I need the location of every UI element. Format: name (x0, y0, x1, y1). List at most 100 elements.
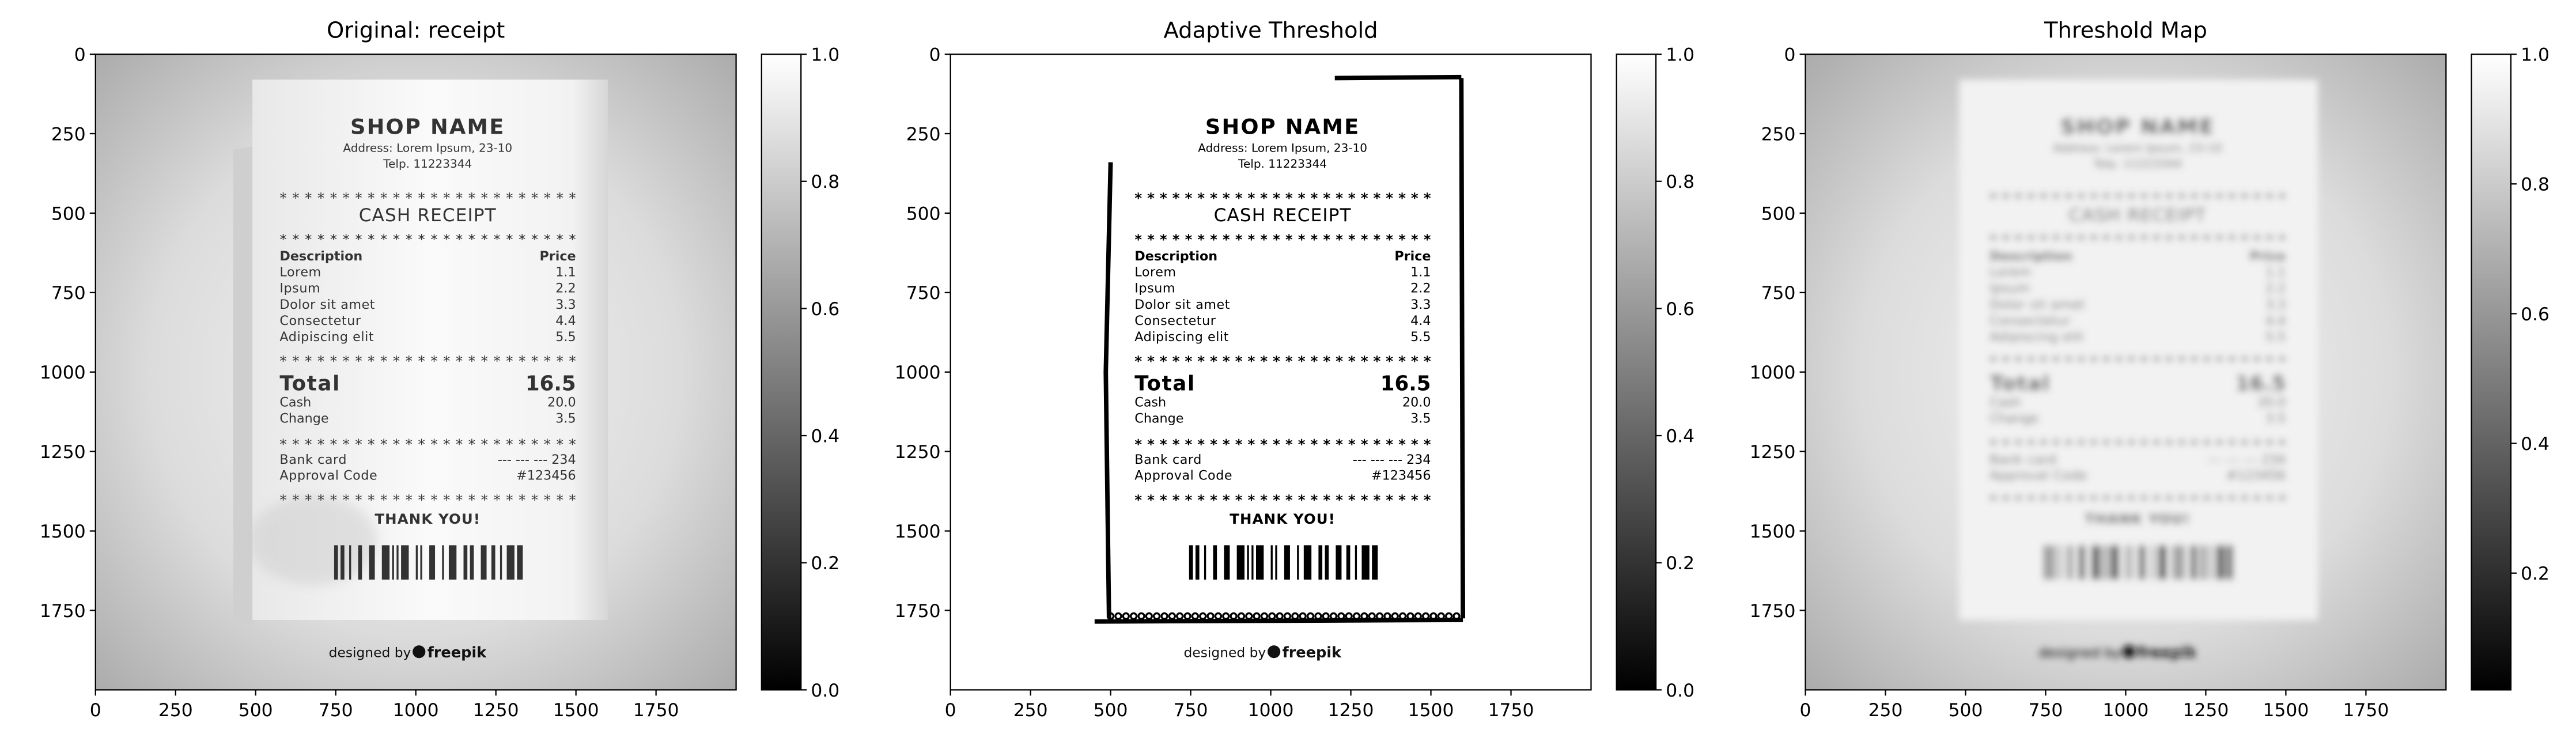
colorbar-tick-label: 0.8 (811, 172, 839, 192)
receipt-text: Description (279, 249, 362, 264)
receipt-text: 1.1 (2265, 265, 2286, 280)
receipt-text: THANK YOU! (2085, 510, 2191, 527)
x-tick-label: 1000 (2103, 700, 2149, 721)
barcode-bar (2059, 545, 2061, 580)
receipt-text: THANK YOU! (1230, 510, 1336, 527)
receipt-text: Total (1989, 372, 2051, 396)
image: SHOP NAME Address: Lorem Ipsum, 23-10 Telp… (1805, 54, 2446, 690)
receipt-text: Ipsum (279, 281, 320, 296)
barcode-bar (1361, 545, 1370, 580)
barcode-bar (1325, 545, 1329, 580)
blurred: SHOP NAME Address: Lorem Ipsum, 23-10 Telp… (1959, 80, 2318, 661)
paper-scallop (1383, 612, 1391, 621)
receipt-text: 4.4 (2265, 313, 2286, 328)
y-tick-label: 0 (74, 44, 86, 65)
image: SHOP NAME Address: Lorem Ipsum, 23-10 Telp… (950, 54, 1591, 690)
paper-scallop (1276, 612, 1284, 621)
barcode-bar (358, 545, 362, 580)
receipt-text: SHOP NAME (350, 115, 505, 139)
axes-title: Original: receipt (327, 18, 505, 44)
receipt-text: Lorem (1134, 265, 1176, 280)
barcode-bar (517, 545, 523, 580)
barcode-bar (381, 545, 390, 580)
receipt-text: Cash (279, 395, 311, 410)
colorbar-tick-label: 1.0 (1666, 44, 1694, 65)
barcode-bar (1297, 545, 1299, 580)
x-tick-label: 0 (1800, 700, 1811, 721)
y-tick-label: 1500 (40, 521, 86, 542)
y-tick-label: 250 (1761, 124, 1796, 145)
barcode-bar (334, 545, 338, 580)
barcode-bar (1195, 545, 1200, 580)
x-tick-label: 1750 (2343, 700, 2389, 721)
barcode-bar (401, 545, 409, 580)
paper-scallop (1222, 612, 1230, 621)
barcode-bar (2044, 545, 2048, 580)
y-tick-label: 1750 (40, 601, 86, 622)
paper-scallop (1214, 612, 1223, 621)
y-tick-label: 1000 (40, 362, 86, 383)
barcode-bar (500, 545, 502, 580)
paper-edge (1094, 74, 1466, 624)
axes-title: Threshold Map (2044, 18, 2207, 44)
receipt-text: Approval Code (1989, 468, 2087, 483)
receipt-text: freepik (1283, 644, 1342, 661)
paper-scallop (1314, 612, 1322, 621)
receipt-text: Adipiscing elit (279, 330, 374, 345)
receipt-text: SHOP NAME (2060, 115, 2215, 139)
colorbar (1616, 53, 1657, 691)
y-tick-label: 1250 (40, 442, 86, 463)
receipt-text: Dolor sit amet (1134, 297, 1230, 312)
barcode-bar (2079, 545, 2085, 580)
x-tick-label: 1250 (473, 700, 519, 721)
receipt-text: Description (1989, 249, 2072, 264)
colorbar-tick-label: 0.8 (2521, 175, 2549, 195)
receipt-text: --- --- --- 234 (498, 452, 576, 467)
colorbar (761, 53, 802, 691)
paper-scallop (1237, 612, 1246, 621)
brand-logo (2122, 645, 2136, 659)
paper-scallop (1230, 612, 1238, 621)
receipt-text: 1.1 (1410, 265, 1431, 280)
receipt-text: #123456 (1371, 468, 1431, 483)
barcode-bar (1372, 545, 1378, 580)
paper-scallop (1199, 612, 1207, 621)
paper-scallop (1291, 612, 1299, 621)
receipt-text: 3.3 (555, 297, 576, 312)
receipt-text: Adipiscing elit (1134, 330, 1229, 345)
colorbar-tick-label: 0.6 (2521, 304, 2549, 325)
barcode-bar (1284, 545, 1290, 580)
receipt-text: 3.3 (2265, 297, 2286, 312)
receipt-text: --- --- --- 234 (2208, 452, 2286, 467)
barcode-bar (1247, 545, 1249, 580)
receipt-text: Dolor sit amet (1989, 297, 2085, 312)
colorbar-tick-label: 0.2 (1666, 553, 1694, 574)
barcode-bar (2139, 545, 2145, 580)
receipt-text: Address: Lorem Ipsum, 23-10 (343, 141, 512, 154)
receipt-text: designed by (329, 645, 411, 660)
y-tick-label: 1750 (1750, 601, 1796, 622)
y-tick-label: 750 (51, 283, 86, 304)
paper-scallop (1345, 612, 1353, 621)
barcode-bar (2110, 545, 2119, 580)
receipt-text: CASH RECEIPT (2068, 205, 2206, 226)
paper-scallop (1245, 612, 1253, 621)
y-tick-label: 0 (929, 44, 941, 65)
colorbar-tick-label: 0.0 (1666, 680, 1694, 701)
receipt-text: freepik (428, 644, 487, 661)
receipt-text: 16.5 (525, 372, 576, 396)
barcode-bar (2102, 545, 2104, 580)
x-tick-label: 1250 (1328, 700, 1374, 721)
receipt-text: 3.5 (555, 411, 576, 426)
paper-scallop (1360, 612, 1368, 621)
receipt-text: Total (279, 372, 341, 396)
receipt-text: Cash (1989, 395, 2021, 410)
paper-scallop (1322, 612, 1330, 621)
paper-scallop (1106, 612, 1115, 621)
x-tick-label: 250 (1013, 700, 1048, 721)
receipt-text: Price (540, 249, 576, 264)
receipt-text: Bank card (279, 452, 347, 467)
x-tick-label: 500 (1094, 700, 1128, 721)
receipt-text: Bank card (1134, 452, 1202, 467)
paper-scallop (1206, 612, 1215, 621)
